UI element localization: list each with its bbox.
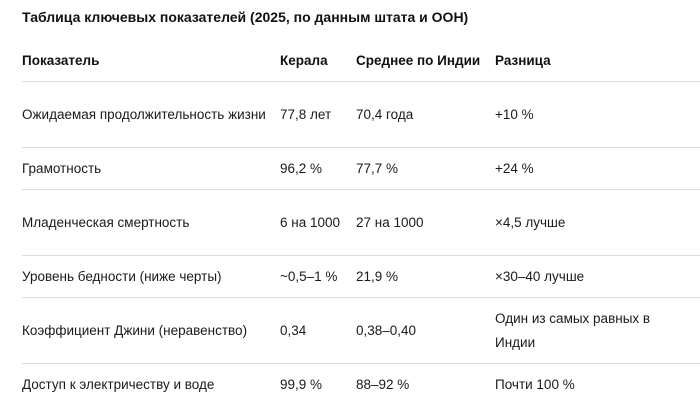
cell-india-average: 77,7 %: [356, 160, 399, 176]
cell-indicator: Коэффициент Джини (неравенство): [22, 322, 248, 338]
cell-indicator: Уровень бедности (ниже черты): [22, 268, 222, 284]
header-india-average: Среднее по Индии: [356, 52, 481, 68]
table-header-row: Показатель Керала Среднее по Индии Разни…: [22, 40, 700, 82]
cell-difference: Почти 100 %: [495, 377, 575, 392]
table-row: Коэффициент Джини (неравенство) 0,34 0,3…: [22, 298, 700, 364]
cell-kerala: 99,9 %: [280, 377, 323, 392]
cell-india-average: 27 на 1000: [356, 214, 424, 230]
cell-kerala: ~0,5–1 %: [280, 268, 338, 284]
table-row: Уровень бедности (ниже черты) ~0,5–1 % 2…: [22, 256, 700, 298]
table-row: Ожидаемая продолжительность жизни 77,8 л…: [22, 82, 700, 148]
cell-difference: Один из самых равных в Индии: [495, 310, 651, 350]
cell-difference: ×30–40 лучше: [495, 268, 585, 284]
cell-kerala: 0,34: [280, 322, 307, 338]
cell-kerala: 6 на 1000: [280, 214, 341, 230]
cell-difference: ×4,5 лучше: [495, 214, 566, 230]
cell-kerala: 77,8 лет: [280, 106, 332, 122]
table-row: Младенческая смертность 6 на 1000 27 на …: [22, 190, 700, 256]
cell-indicator: Младенческая смертность: [22, 214, 190, 230]
cell-india-average: 21,9 %: [356, 268, 399, 284]
cell-kerala: 96,2 %: [280, 160, 323, 176]
cell-indicator: Ожидаемая продолжительность жизни: [22, 106, 266, 122]
cell-india-average: 88–92 %: [356, 377, 410, 392]
indicators-table: Показатель Керала Среднее по Индии Разни…: [22, 40, 700, 405]
cell-india-average: 70,4 года: [356, 106, 414, 122]
cell-difference: +10 %: [495, 106, 534, 122]
cell-india-average: 0,38–0,40: [356, 322, 417, 338]
cell-indicator: Грамотность: [22, 160, 102, 176]
table-row: Доступ к электричеству и воде 99,9 % 88–…: [22, 364, 700, 405]
cell-indicator: Доступ к электричеству и воде: [22, 377, 215, 392]
cell-difference: +24 %: [495, 160, 534, 176]
header-kerala: Керала: [280, 52, 328, 68]
header-indicator: Показатель: [22, 52, 100, 68]
header-difference: Разница: [495, 52, 551, 68]
table-row: Грамотность 96,2 % 77,7 % +24 %: [22, 148, 700, 190]
table-title: Таблица ключевых показателей (2025, по д…: [22, 9, 469, 25]
